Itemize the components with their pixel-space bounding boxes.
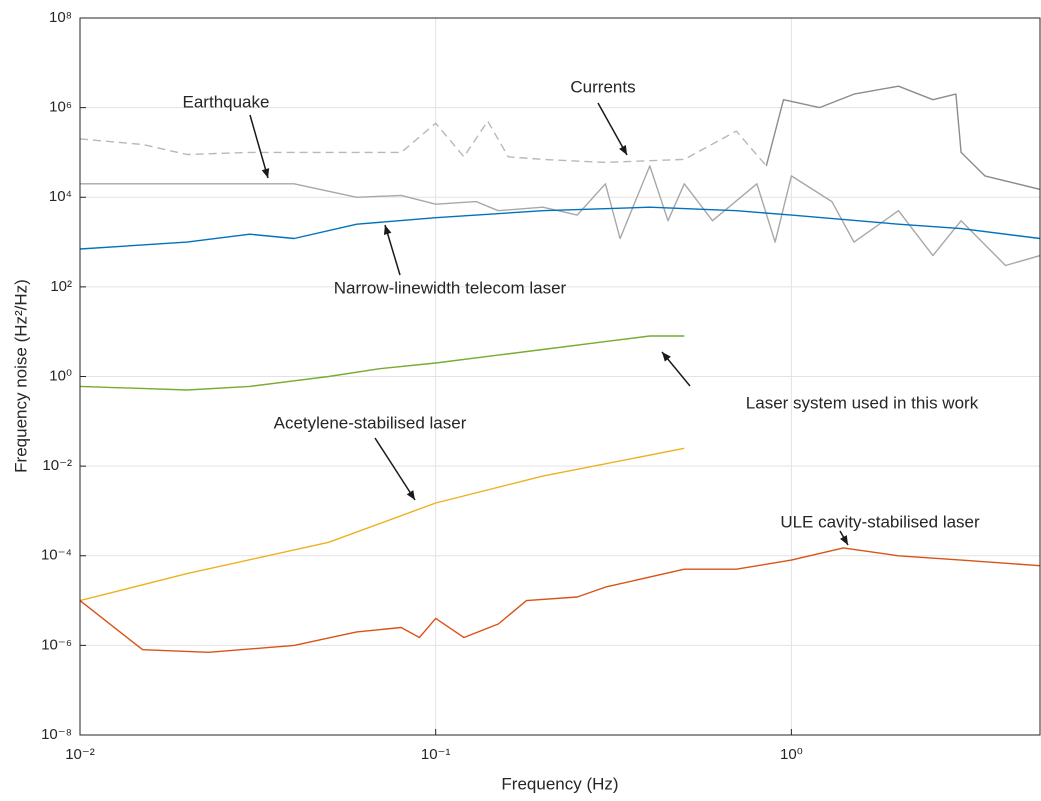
y-tick-label: 10⁻⁸ xyxy=(41,726,72,743)
series-line xyxy=(80,335,685,391)
series-line xyxy=(80,165,1040,267)
annotation-arrow xyxy=(597,102,628,156)
series-line xyxy=(80,206,1040,250)
y-tick-label: 10⁻² xyxy=(42,457,72,474)
annotation: ULE cavity-stabilised laser xyxy=(780,512,980,531)
axes-box xyxy=(79,17,1041,736)
y-tick-label: 10⁰ xyxy=(49,367,72,384)
annotation: Narrow-linewidth telecom laser xyxy=(334,278,567,297)
annotation: Currents xyxy=(570,77,635,96)
annotation-arrowhead xyxy=(383,225,392,235)
y-tick-label: 10² xyxy=(50,278,72,295)
y-tick-label: 10⁶ xyxy=(49,99,72,116)
x-tick-label: 10⁰ xyxy=(780,746,803,763)
y-axis-label: Frequency noise (Hz²/Hz) xyxy=(11,279,30,473)
annotation: Acetylene-stabilised laser xyxy=(274,413,467,432)
annotation-arrowhead xyxy=(619,145,627,155)
y-tick-label: 10⁻⁶ xyxy=(41,636,72,653)
annotation-arrowhead xyxy=(662,352,671,362)
y-tick-label: 10⁸ xyxy=(49,9,72,26)
annotation-arrowhead xyxy=(840,535,848,545)
annotation-arrowhead xyxy=(406,490,415,500)
series-line xyxy=(80,547,1040,653)
x-tick-label: 10⁻¹ xyxy=(421,746,451,763)
y-tick-label: 10⁻⁴ xyxy=(41,547,72,564)
annotation: Earthquake xyxy=(183,92,270,111)
annotation: Laser system used in this work xyxy=(746,393,979,412)
series-line xyxy=(80,447,685,602)
series-line xyxy=(765,85,1040,191)
x-tick-label: 10⁻² xyxy=(65,746,95,763)
x-axis-label: Frequency (Hz) xyxy=(501,774,618,793)
y-tick-label: 10⁴ xyxy=(49,188,72,205)
annotation-arrowhead xyxy=(261,168,270,178)
annotation-arrow xyxy=(249,114,269,179)
plot-lines xyxy=(80,85,1040,653)
annotation-arrow xyxy=(374,437,416,501)
